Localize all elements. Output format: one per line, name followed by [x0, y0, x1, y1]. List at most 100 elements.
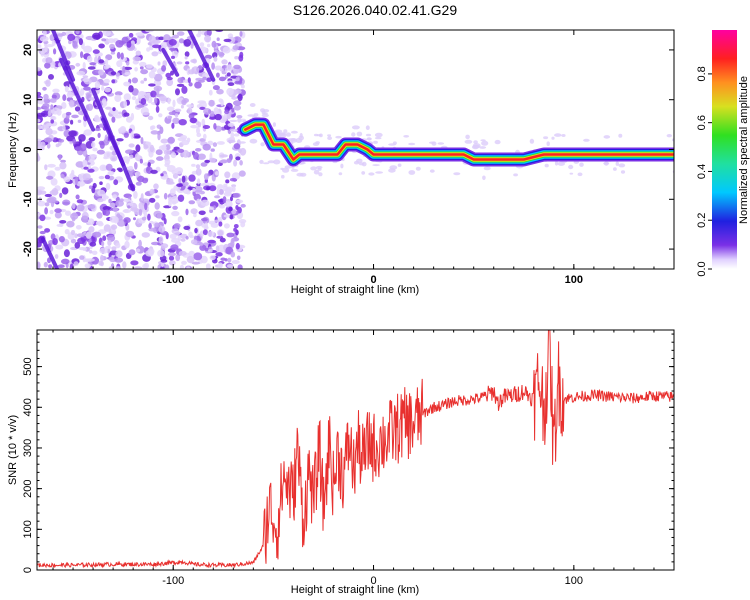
heatmap-noise-cell: [172, 205, 178, 210]
heatmap-noise-cell: [66, 91, 74, 98]
heatmap-halo-cell: [327, 136, 332, 140]
heatmap-noise-cell: [131, 77, 138, 84]
heatmap-noise-cell: [147, 213, 151, 221]
heatmap-noise-cell: [160, 173, 164, 177]
heatmap-noise-cell: [63, 129, 71, 138]
heatmap-noise-cell: [95, 221, 100, 225]
heatmap-noise-cell: [93, 116, 101, 123]
heatmap-noise-cell: [163, 34, 171, 42]
heatmap-halo-cell: [261, 113, 269, 118]
heatmap-noise-cell: [89, 241, 97, 247]
heatmap-noise-cell: [233, 224, 239, 229]
heatmap-noise-cell: [94, 81, 101, 89]
heatmap-noise-cell: [107, 239, 112, 246]
heatmap-halo-cell: [675, 141, 680, 145]
heatmap-noise-cell: [132, 56, 141, 62]
heatmap-noise-cell: [218, 98, 223, 103]
heatmap-noise-cell: [122, 65, 126, 74]
heatmap-noise-cell: [65, 111, 72, 116]
heatmap-noise-cell: [154, 97, 158, 104]
heatmap-noise-cell: [197, 121, 202, 128]
heatmap-noise-cell: [148, 71, 156, 79]
heatmap-halo-cell: [365, 125, 370, 130]
heatmap-halo-cell: [603, 161, 609, 166]
heatmap-noise-cell: [235, 205, 239, 210]
heatmap-noise-cell: [172, 34, 180, 39]
heatmap-noise-cell: [83, 119, 87, 128]
heatmap-halo-cell: [372, 164, 380, 167]
heatmap-noise-cell: [168, 199, 172, 207]
heatmap-noise-cell: [174, 108, 182, 113]
heatmap-noise-cell: [83, 45, 93, 53]
heatmap-noise-cell: [50, 104, 54, 110]
heatmap-noise-cell: [191, 261, 201, 265]
heatmap-halo-cell: [299, 133, 303, 138]
heatmap-noise-cell: [237, 264, 243, 269]
heatmap-noise-cell: [201, 217, 208, 222]
heatmap-noise-cell: [38, 47, 47, 55]
heatmap-noise-cell: [43, 137, 53, 143]
colorbar: 0.0 0.2 0.4 0.6 0.8 Normalized spectral ampl…: [696, 30, 750, 277]
heatmap-noise-cell: [114, 257, 124, 263]
heatmap-noise-cell: [168, 111, 176, 116]
heatmap-halo-cell: [229, 119, 238, 123]
heatmap-noise-cell: [51, 39, 56, 46]
heatmap-noise-cell: [160, 266, 165, 269]
heatmap-noise-cell: [110, 51, 116, 55]
heatmap-noise-cell: [55, 143, 60, 148]
heatmap-noise-cell: [128, 143, 135, 148]
heatmap-halo-cell: [513, 173, 518, 177]
heatmap-noise-cell: [76, 180, 86, 187]
heatmap-halo-cell: [260, 142, 265, 147]
heatmap-noise-cell: [82, 77, 90, 83]
heatmap-noise-cell: [152, 39, 161, 44]
heatmap-noise-cell: [53, 48, 57, 55]
heatmap-halo-cell: [685, 153, 691, 158]
heatmap-noise-cell: [202, 143, 211, 151]
heatmap-noise-cell: [240, 221, 246, 228]
heatmap-noise-cell: [62, 199, 71, 206]
heatmap-noise-cell: [158, 236, 164, 244]
heatmap-noise-cell: [171, 122, 175, 129]
heatmap-noise-cell: [169, 188, 176, 196]
bottom-x-tick-label: 0: [370, 575, 376, 587]
heatmap-noise-cell: [88, 226, 95, 233]
heatmap-noise-cell: [122, 156, 131, 163]
heatmap-noise-cell: [210, 148, 215, 152]
heatmap-halo-cell: [290, 130, 298, 134]
heatmap-noise-cell: [97, 198, 104, 203]
heatmap-noise-cell: [116, 219, 126, 227]
heatmap-noise-cell: [209, 209, 214, 213]
heatmap-noise-cell: [48, 74, 54, 80]
heatmap-noise-cell: [231, 208, 237, 215]
heatmap-halo-cell: [229, 128, 238, 132]
heatmap-noise-cell: [231, 172, 241, 180]
heatmap-halo-cell: [429, 141, 435, 144]
heatmap-noise-cell: [221, 59, 228, 65]
heatmap-halo-cell: [267, 160, 275, 164]
heatmap-noise-cell: [91, 235, 95, 243]
heatmap-noise-cell: [160, 138, 169, 144]
heatmap-halo-cell: [544, 163, 549, 168]
heatmap-noise-cell: [51, 94, 57, 99]
heatmap-noise-cell: [165, 144, 171, 151]
heatmap-noise-cell: [240, 84, 245, 89]
heatmap-noise-cell: [171, 210, 180, 217]
heatmap-halo-cell: [318, 172, 323, 177]
heatmap-noise-cell: [142, 208, 146, 215]
heatmap-halo-cell: [481, 140, 489, 146]
heatmap-noise-cell: [140, 98, 147, 105]
heatmap-noise-cell: [176, 183, 184, 188]
colorbar-ticks: 0.0 0.2 0.4 0.6 0.8: [696, 66, 712, 277]
heatmap-noise-cell: [185, 61, 190, 65]
heatmap-noise-cell: [200, 199, 210, 207]
heatmap-noise-cell: [87, 66, 96, 70]
heatmap-halo-cell: [375, 171, 383, 174]
heatmap-noise-cell: [37, 188, 43, 196]
heatmap-noise-cell: [209, 255, 216, 261]
heatmap-noise-cell: [108, 198, 112, 204]
heatmap-noise-cell: [44, 164, 48, 171]
heatmap-noise-cell: [54, 166, 61, 171]
heatmap-noise-cell: [177, 194, 185, 202]
heatmap-noise-cell: [37, 97, 45, 105]
